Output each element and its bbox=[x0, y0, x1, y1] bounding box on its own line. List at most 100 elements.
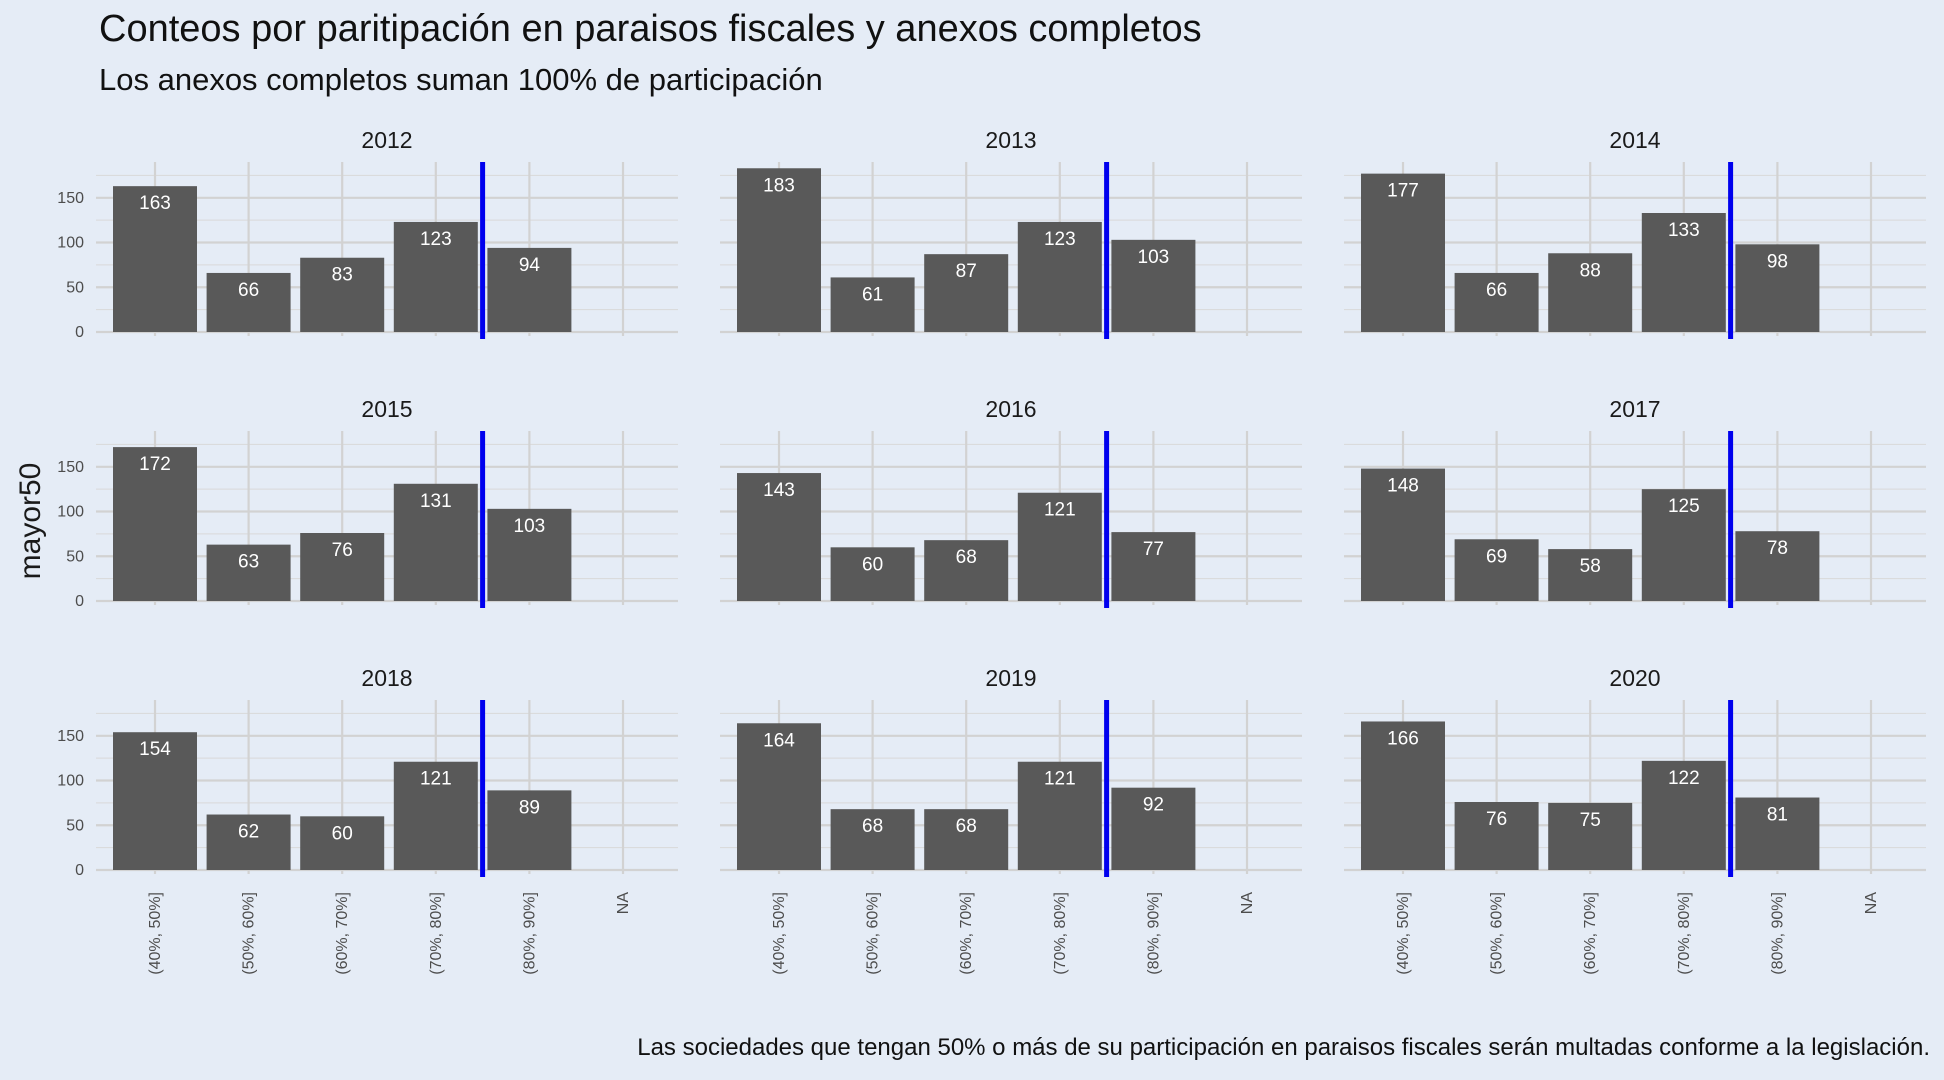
panel-title: 2013 bbox=[985, 127, 1036, 153]
bar-2012-4 bbox=[487, 247, 572, 332]
x-tick-label: NA bbox=[1239, 892, 1256, 915]
y-tick-label: 50 bbox=[66, 817, 84, 834]
bar-2015-1 bbox=[206, 544, 291, 601]
x-tick-label: (80%, 90%] bbox=[1769, 892, 1786, 975]
bar-2017-1 bbox=[1454, 539, 1539, 601]
bar-value-label: 98 bbox=[1767, 251, 1788, 272]
bar-value-label: 88 bbox=[1580, 260, 1601, 281]
bar-2012-1 bbox=[206, 272, 291, 332]
bar-2020-4 bbox=[1735, 797, 1820, 870]
panel-title: 2014 bbox=[1609, 127, 1660, 153]
x-tick-label: (40%, 50%] bbox=[147, 892, 164, 975]
bar-2012-2 bbox=[300, 257, 385, 332]
bar-2020-3 bbox=[1641, 760, 1726, 870]
bar-value-label: 69 bbox=[1486, 546, 1507, 567]
y-tick-label: 50 bbox=[66, 548, 84, 565]
bar-2020-0 bbox=[1361, 721, 1445, 870]
bar-value-label: 62 bbox=[238, 822, 259, 843]
x-tick-label: (50%, 60%] bbox=[1489, 892, 1506, 975]
panel-2012: 2012 0 50 100 150 163 66 83 123 94 bbox=[57, 127, 678, 341]
y-tick-label: 0 bbox=[75, 862, 84, 879]
bar-2015-2 bbox=[300, 533, 385, 601]
bar-value-label: 131 bbox=[420, 491, 452, 512]
bar-2013-2 bbox=[924, 254, 1009, 332]
panel-2020: 2020 166 76 75 122 81 (40%, 50%] (50%, 60%] (60%… bbox=[1344, 665, 1926, 975]
bar-value-label: 123 bbox=[420, 229, 452, 250]
y-tick-label: 0 bbox=[75, 593, 84, 610]
bar-value-label: 81 bbox=[1767, 805, 1788, 826]
bar-value-label: 61 bbox=[862, 284, 883, 305]
bar-value-label: 78 bbox=[1767, 538, 1788, 559]
bar-2017-3 bbox=[1641, 489, 1726, 601]
bar-value-label: 121 bbox=[420, 769, 452, 790]
bar-value-label: 63 bbox=[238, 552, 259, 573]
x-tick-label: (40%, 50%] bbox=[771, 892, 788, 975]
bar-2020-2 bbox=[1548, 802, 1633, 870]
bar-value-label: 68 bbox=[862, 816, 883, 837]
bar-2019-0 bbox=[737, 723, 821, 870]
bar-2019-2 bbox=[924, 809, 1009, 870]
bar-value-label: 75 bbox=[1580, 810, 1601, 831]
bar-2016-3 bbox=[1017, 492, 1102, 601]
bar-value-label: 92 bbox=[1143, 795, 1164, 816]
x-tick-label: (70%, 80%] bbox=[428, 892, 445, 975]
bar-2018-4 bbox=[487, 790, 572, 870]
bar-value-label: 68 bbox=[956, 816, 977, 837]
bar-2013-3 bbox=[1017, 221, 1102, 332]
bar-2014-1 bbox=[1454, 272, 1539, 332]
bar-value-label: 177 bbox=[1387, 181, 1419, 202]
bar-value-label: 66 bbox=[238, 280, 259, 301]
x-tick-label: (60%, 70%] bbox=[958, 892, 975, 975]
chart-subtitle: Los anexos completos suman 100% de parti… bbox=[99, 62, 823, 97]
bar-2020-1 bbox=[1454, 802, 1539, 870]
bar-2019-4 bbox=[1111, 787, 1196, 870]
bar-2019-1 bbox=[830, 809, 915, 870]
bar-value-label: 122 bbox=[1668, 768, 1700, 789]
bar-value-label: 133 bbox=[1668, 220, 1700, 241]
bar-2015-3 bbox=[393, 483, 478, 601]
bar-value-label: 83 bbox=[332, 265, 353, 286]
bar-2015-0 bbox=[113, 447, 197, 601]
bar-2017-4 bbox=[1735, 531, 1820, 601]
panel-title: 2020 bbox=[1609, 665, 1660, 691]
bar-2016-1 bbox=[830, 547, 915, 601]
bar-2014-3 bbox=[1641, 213, 1726, 332]
panel-2014: 2014 177 66 88 133 98 bbox=[1344, 127, 1926, 339]
bar-value-label: 68 bbox=[956, 547, 977, 568]
bar-2016-4 bbox=[1111, 532, 1196, 601]
panel-2016: 2016 143 60 68 121 77 bbox=[720, 396, 1302, 608]
bar-2018-1 bbox=[206, 814, 291, 870]
bar-2017-0 bbox=[1361, 468, 1445, 601]
bar-value-label: 60 bbox=[862, 554, 883, 575]
x-tick-label: (70%, 80%] bbox=[1676, 892, 1693, 975]
panel-2015: 2015 0 50 100 150 172 63 76 131 103 bbox=[57, 396, 678, 610]
bar-value-label: 172 bbox=[139, 454, 171, 475]
x-tick-label: (40%, 50%] bbox=[1395, 892, 1412, 975]
bar-value-label: 164 bbox=[763, 730, 795, 751]
bar-value-label: 94 bbox=[519, 255, 541, 276]
bar-2016-0 bbox=[737, 473, 821, 601]
bar-value-label: 148 bbox=[1387, 476, 1419, 497]
bar-2013-0 bbox=[737, 168, 821, 332]
bar-value-label: 87 bbox=[956, 261, 977, 282]
bar-value-label: 121 bbox=[1044, 769, 1076, 790]
bar-2018-2 bbox=[300, 816, 385, 870]
bar-2019-3 bbox=[1017, 761, 1102, 870]
bar-value-label: 163 bbox=[139, 193, 171, 214]
bar-value-label: 77 bbox=[1143, 539, 1164, 560]
y-tick-label: 100 bbox=[57, 504, 84, 521]
bar-2018-0 bbox=[113, 732, 197, 870]
y-tick-label: 150 bbox=[57, 728, 84, 745]
x-tick-label: (80%, 90%] bbox=[521, 892, 538, 975]
x-tick-label: NA bbox=[1863, 892, 1880, 915]
panel-title: 2019 bbox=[985, 665, 1036, 691]
bar-value-label: 60 bbox=[332, 823, 353, 844]
bar-2015-4 bbox=[487, 508, 572, 601]
x-tick-label: (60%, 70%] bbox=[334, 892, 351, 975]
bar-value-label: 103 bbox=[1138, 247, 1170, 268]
bar-value-label: 121 bbox=[1044, 500, 1076, 521]
panel-title: 2016 bbox=[985, 396, 1036, 422]
chart-caption: Las sociedades que tengan 50% o más de s… bbox=[637, 1034, 1930, 1061]
bar-value-label: 143 bbox=[763, 480, 795, 501]
